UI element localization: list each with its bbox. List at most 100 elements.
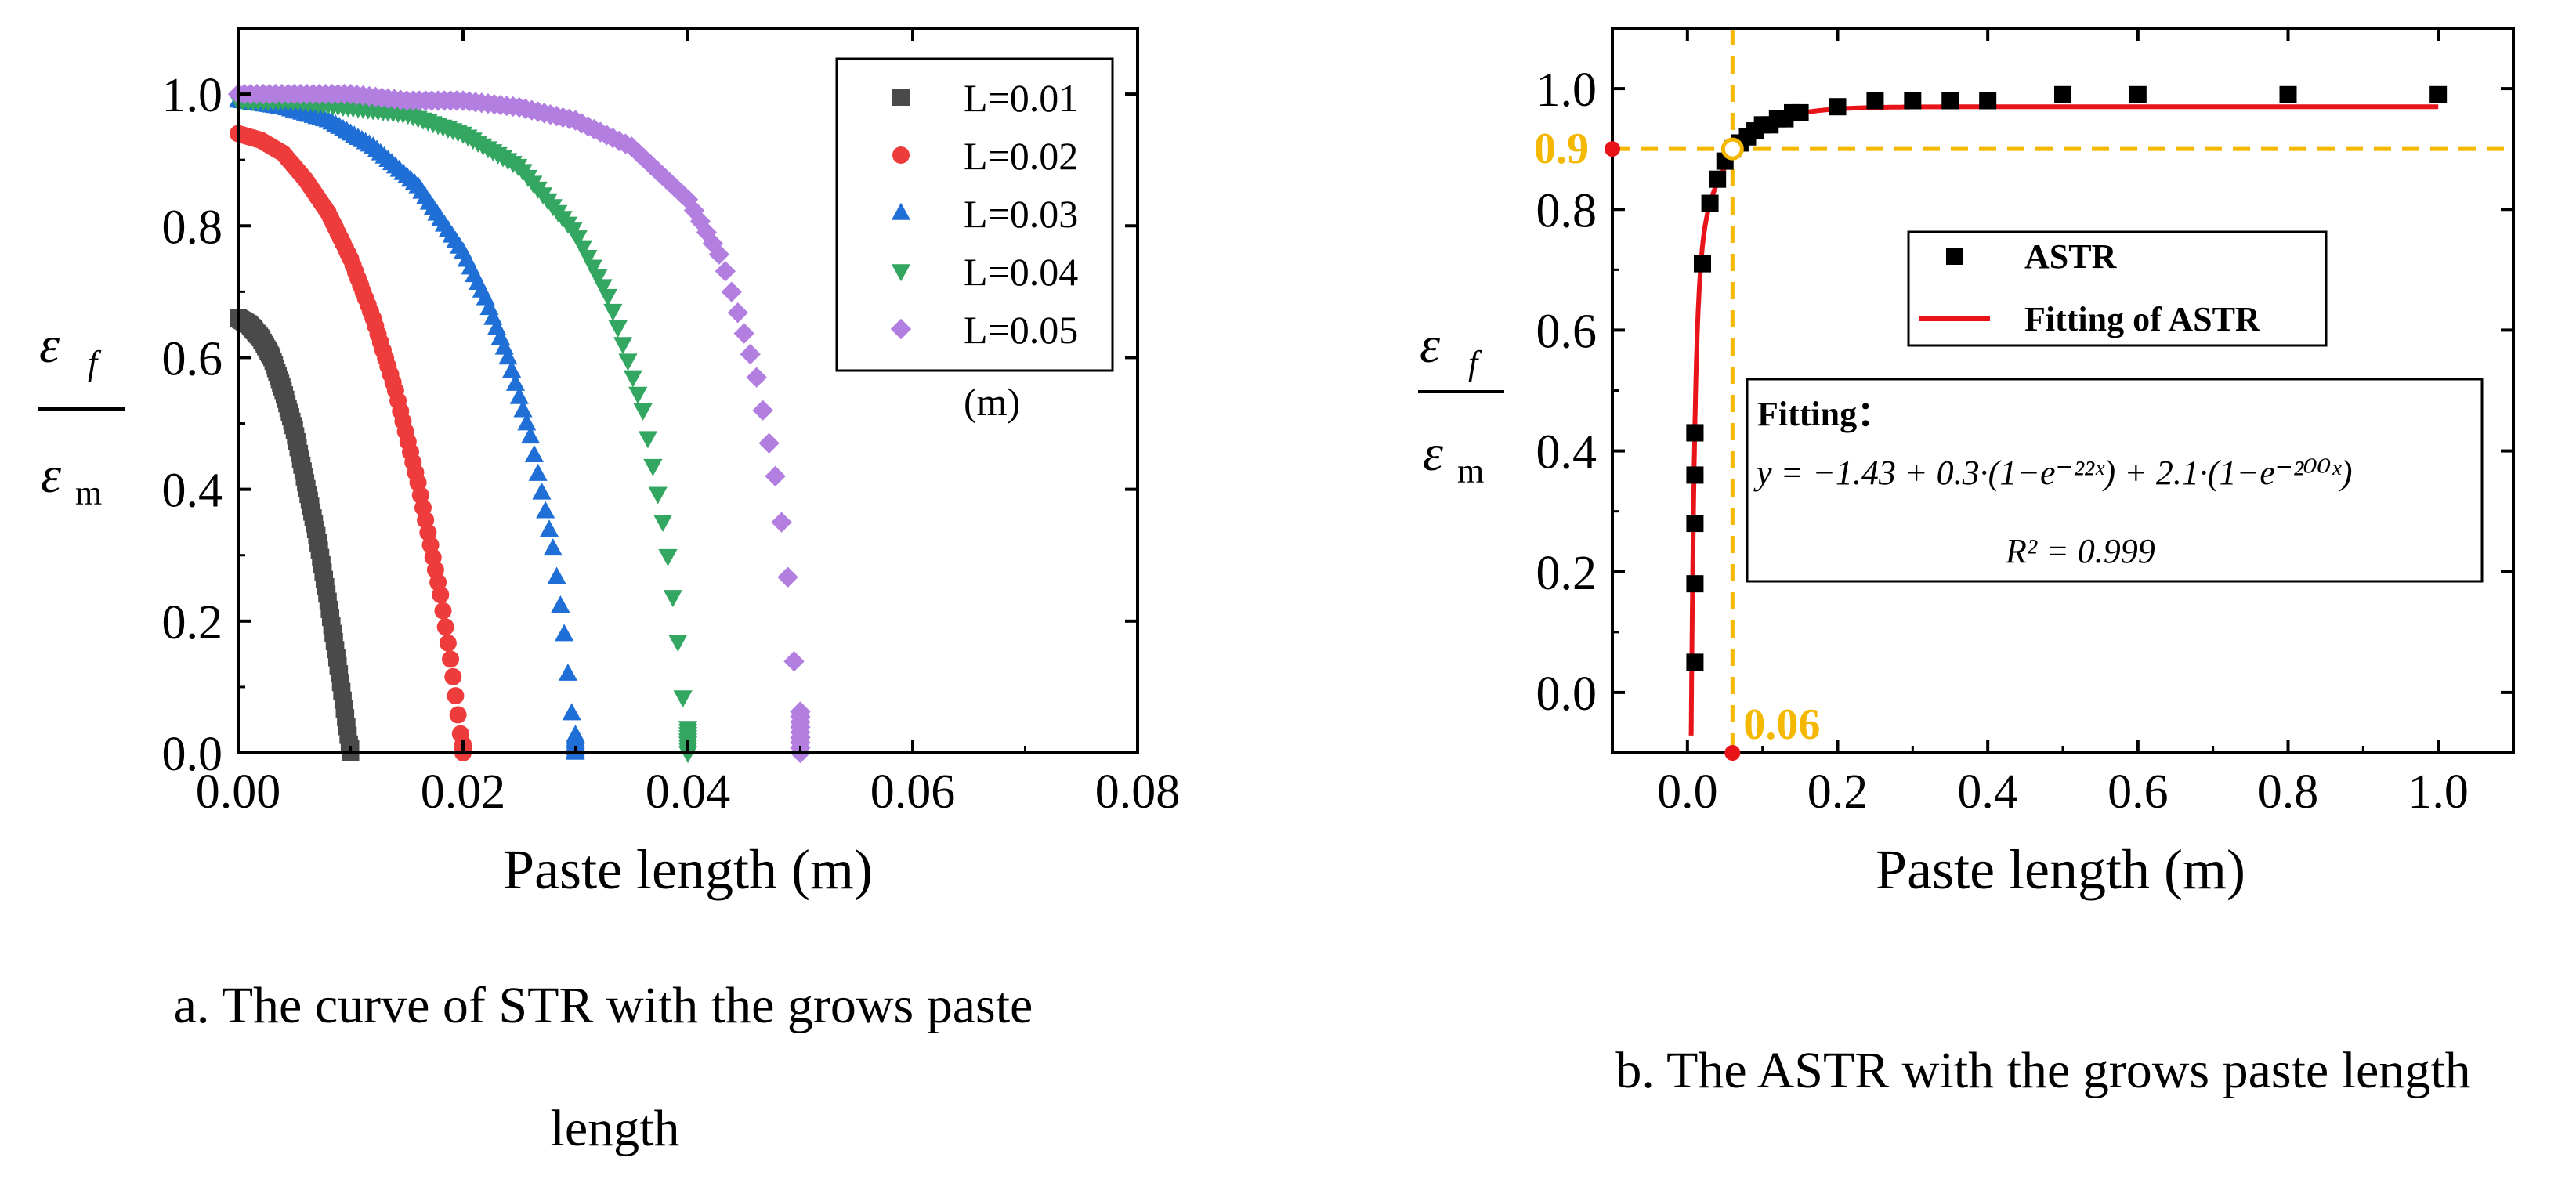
- panel-b-legend: ASTR Fitting of ASTR: [1907, 230, 2328, 347]
- panel-a-data-point: [432, 586, 450, 604]
- panel-a-data-point: [668, 635, 688, 653]
- panel-a-data-point: [547, 566, 566, 584]
- panel-a-data-point: [562, 703, 581, 721]
- panel-b-axis-dot-x: [1724, 745, 1741, 761]
- panel-b-intersection-marker: [1720, 137, 1744, 161]
- panel-a-data-point: [648, 486, 668, 505]
- panel-a-data-point: [623, 370, 642, 388]
- panel-a-data-point: [583, 259, 602, 277]
- panel-a-series-layer: [227, 83, 811, 764]
- panel-a-data-point: [708, 244, 730, 265]
- panel-b-data-point: [1686, 575, 1704, 593]
- panel-b-legend-label-astr: ASTR: [2024, 237, 2118, 276]
- panel-b-xtick-label: 1.0: [2408, 765, 2469, 819]
- panel-b-fit-equation: y = −1.43 + 0.3·(1−e⁻²²ˣ) + 2.1·(1−e⁻²⁰⁰…: [1753, 454, 2352, 492]
- panel-b-data-point: [1979, 92, 1997, 110]
- panel-a-data-point: [653, 514, 673, 532]
- panel-a-data-point: [521, 426, 541, 444]
- panel-b-ytick-label: 0.6: [1536, 305, 1597, 358]
- panel-a-caption-line1: a. The curve of STR with the grows paste: [174, 977, 1033, 1034]
- panel-b-xtick-label: 0.0: [1657, 765, 1718, 819]
- panel-a-data-point: [513, 400, 533, 418]
- panel-b-legend-marker-astr: [1946, 248, 1963, 265]
- panel-a-data-point: [517, 413, 537, 431]
- panel-b-data-point: [1701, 194, 1719, 212]
- panel-a-data-point: [598, 288, 618, 306]
- panel-a-data-point: [568, 230, 588, 248]
- panel-a-data-point: [436, 618, 454, 636]
- panel-a-data-point: [783, 651, 805, 672]
- panel-a-legend-note: (m): [964, 380, 1020, 424]
- panel-a-data-point: [608, 320, 628, 338]
- panel-a-data-point: [746, 367, 767, 388]
- panel-a-data-point: [765, 465, 786, 487]
- panel-a-axes: 0.00 0.02 0.04 0.06 0.08 0.0 0.2 0.4 0.6 0.8 1.0: [162, 28, 1181, 819]
- panel-a-legend-marker: [891, 264, 911, 282]
- panel-b-xtick-label: 0.2: [1807, 765, 1869, 819]
- panel-b-ylabel-numerator: ε: [1420, 316, 1440, 374]
- panel-a-series-L=0.01: [230, 309, 360, 761]
- panel-a-legend: L=0.01 L=0.02 L=0.03 L=0.04 L=0.05 (m): [835, 57, 1114, 424]
- panel-a-data-point: [652, 165, 674, 186]
- panel-a-ylabel-numerator-sub: f: [88, 344, 102, 382]
- panel-b-ytick-label: 0.2: [1536, 547, 1597, 600]
- panel-a-legend-label: L=0.01: [964, 76, 1078, 120]
- panel-b-ytick-label: 0.8: [1536, 184, 1597, 237]
- panel-b-fit-r2: R² = 0.999: [2005, 532, 2155, 570]
- panel-b-data-point: [1686, 424, 1704, 442]
- panel-a-data-point: [771, 512, 792, 533]
- panel-a-series-L=0.05: [227, 83, 811, 764]
- panel-a-data-point: [528, 463, 548, 481]
- panel-b-ytick-label: 0.0: [1536, 667, 1597, 721]
- panel-a-ytick-label: 0.6: [162, 332, 223, 385]
- panel-b-ylabel-numerator-sub: f: [1468, 344, 1482, 382]
- panel-a-data-point: [658, 172, 680, 193]
- panel-a-ytick-label: 0.4: [162, 465, 223, 518]
- panel-a-legend-marker: [892, 89, 910, 106]
- panel-a-ytick-label: 1.0: [162, 69, 223, 122]
- panel-a-data-point: [524, 444, 544, 462]
- panel-a-ytick-label: 0.2: [162, 596, 223, 649]
- panel-b-xtick-label: 0.8: [2258, 765, 2319, 819]
- panel-a-data-point: [663, 590, 682, 608]
- panel-b-chart: 0.0 0.2 0.4 0.6 0.8 1.0 0.0 0.2 0.4 0.6 0.8 1.0 0.9 0…: [1418, 27, 2515, 1099]
- panel-a-ylabel-numerator: ε: [39, 316, 60, 374]
- panel-a-data-point: [502, 360, 522, 378]
- panel-a-legend-marker: [891, 202, 911, 220]
- panel-a-data-point: [727, 302, 748, 324]
- panel-a-data-point: [509, 386, 529, 404]
- panel-a-data-point: [628, 142, 649, 164]
- panel-b-ylabel-denominator-sub: m: [1457, 452, 1484, 490]
- panel-a-data-point: [498, 347, 518, 365]
- panel-a-series-L=0.02: [230, 125, 472, 761]
- panel-a-data-point: [539, 519, 559, 537]
- panel-b-fit-box-frame: [1746, 378, 2484, 583]
- panel-a-legend-marker: [890, 318, 912, 340]
- panel-b-data-point: [2279, 85, 2297, 103]
- panel-a-ytick-label: 0.0: [162, 728, 223, 781]
- panel-a-chart: 0.00 0.02 0.04 0.06 0.08 0.0 0.2 0.4 0.6 0.8 1.0 ε…: [38, 27, 1181, 1157]
- panel-a-legend-label: L=0.03: [964, 192, 1078, 236]
- panel-b-data-point: [1904, 92, 1922, 110]
- panel-a-xtick-label: 0.08: [1095, 765, 1181, 819]
- panel-a-data-point: [715, 261, 736, 282]
- panel-a-data-point: [618, 353, 638, 371]
- panel-a-data-point: [721, 281, 743, 302]
- panel-b-data-point: [1829, 98, 1847, 116]
- panel-a-xtick-label: 0.00: [196, 765, 281, 819]
- panel-a-ylabel: ε f ε m: [38, 316, 125, 512]
- panel-b-ytick-label: 1.0: [1536, 63, 1597, 117]
- panel-a-ylabel-denominator: ε: [41, 447, 61, 504]
- panel-a-data-point: [555, 624, 574, 642]
- panel-a-data-point: [671, 183, 693, 204]
- panel-a-caption-line2: length: [551, 1100, 680, 1157]
- panel-b-legend-label-fit: Fitting of ASTR: [2024, 300, 2261, 338]
- panel-a-data-point: [603, 303, 623, 321]
- panel-b-data-point: [1694, 255, 1711, 273]
- panel-a-xlabel: Paste length (m): [503, 838, 873, 901]
- panel-b-data-point: [2054, 85, 2071, 103]
- panel-a-data-point: [593, 279, 613, 297]
- panel-a-xtick-label: 0.04: [646, 765, 731, 819]
- panel-b-annotation-x: 0.06: [1743, 700, 1820, 749]
- panel-b-ylabel: ε f ε m: [1418, 316, 1504, 490]
